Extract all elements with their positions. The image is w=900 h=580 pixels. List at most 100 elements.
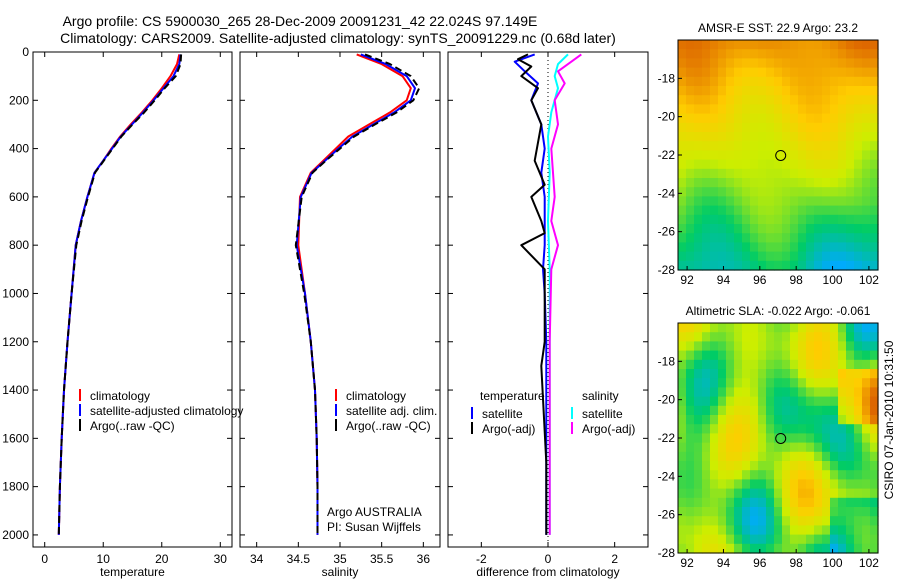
sst_map-cell xyxy=(846,40,855,50)
salinity-xtick-label: 34 xyxy=(250,552,264,566)
sla_map-cell xyxy=(774,470,783,480)
sla_map-cell xyxy=(750,470,759,480)
sla_map-cell xyxy=(686,387,695,398)
sst_map-cell xyxy=(710,141,719,151)
sla_map-cell xyxy=(806,378,815,388)
difference-legend-label: satellite xyxy=(582,407,623,421)
sst_map-cell xyxy=(758,187,767,197)
sla_map-cell xyxy=(838,387,847,398)
sla_map-cell xyxy=(790,424,799,434)
sla_map-cell xyxy=(718,341,727,352)
sst_map-cell xyxy=(798,159,807,170)
sla_map-cell xyxy=(854,405,863,416)
sla_map-cell xyxy=(782,323,791,333)
sla_map-cell xyxy=(846,378,855,388)
sla_map-cell xyxy=(838,479,847,490)
sst_map-cell xyxy=(742,260,751,271)
sst_map-cell xyxy=(750,196,759,207)
sst_map-cell xyxy=(742,159,751,170)
sst_map-cell xyxy=(718,132,727,142)
sla_map-cell xyxy=(702,359,711,370)
sla_map-cell xyxy=(870,442,879,453)
difference-series-3 xyxy=(548,53,582,535)
sst_map-cell xyxy=(870,58,879,69)
sst_map-cell xyxy=(710,150,719,161)
sst_map-cell xyxy=(702,49,711,59)
sst_map-cell xyxy=(694,150,703,161)
sla_map-cell xyxy=(838,516,847,526)
sla_map-cell xyxy=(750,332,759,342)
sst_map-cell xyxy=(854,260,863,271)
sst_map-cell xyxy=(854,224,863,234)
temperature-series-1 xyxy=(57,54,182,535)
sst_map-cell xyxy=(742,67,751,78)
sst_map-cell xyxy=(814,242,823,253)
sla_map-xtick-label: 92 xyxy=(680,556,694,570)
temperature-xlabel: temperature xyxy=(100,565,165,579)
sst_map-cell xyxy=(766,260,775,271)
sla_map-cell xyxy=(678,433,687,444)
sst_map-cell xyxy=(862,141,871,151)
sla_map-cell xyxy=(678,470,687,480)
sla_map-cell xyxy=(758,507,767,517)
sst_map-cell xyxy=(830,40,839,50)
sst_map-cell xyxy=(710,95,719,105)
sla_map-cell xyxy=(678,359,687,370)
sst_map-cell xyxy=(694,224,703,234)
sst_map-cell xyxy=(854,76,863,87)
sst_map-cell xyxy=(846,159,855,170)
sla_map-cell xyxy=(742,516,751,526)
sst_map-cell xyxy=(846,141,855,151)
sst_map-cell xyxy=(838,224,847,234)
sst_map-cell xyxy=(790,196,799,207)
sst_map-cell xyxy=(758,205,767,216)
sla_map-cell xyxy=(702,525,711,536)
sla_map-cell xyxy=(870,497,879,508)
sst_map-cell xyxy=(710,104,719,115)
sla_map-cell xyxy=(790,470,799,480)
sst_map-cell xyxy=(766,104,775,115)
sla_map-cell xyxy=(742,461,751,471)
sst_map-cell xyxy=(702,260,711,271)
sst_map-cell xyxy=(814,141,823,151)
sla_map-cell xyxy=(838,323,847,333)
temperature-legend-label: Argo(..raw -QC) xyxy=(90,419,175,433)
sla_map-cell xyxy=(870,433,879,444)
sst_map-cell xyxy=(718,187,727,197)
sst_map-cell xyxy=(862,196,871,207)
sst_map-cell xyxy=(766,214,775,225)
sst_map-cell xyxy=(806,242,815,253)
sst_map-cell xyxy=(846,86,855,96)
sla_map-cell xyxy=(846,516,855,526)
sst_map-cell xyxy=(838,49,847,59)
sla_map-cell xyxy=(846,543,855,554)
sst_map-cell xyxy=(742,242,751,253)
sst_map-cell xyxy=(846,67,855,78)
sst_map-cell xyxy=(814,178,823,188)
sst_map-cell xyxy=(806,187,815,197)
sla_map-cell xyxy=(814,525,823,536)
sst_map-cell xyxy=(870,178,879,188)
sst_map-cell xyxy=(846,187,855,197)
salinity-legend-label: satellite adj. clim. xyxy=(346,404,437,418)
sla_map-cell xyxy=(838,359,847,370)
sst_map-cell xyxy=(710,260,719,271)
sla_map-cell xyxy=(726,470,735,480)
sst_map-cell xyxy=(830,260,839,271)
sst_map-ytick-label: -26 xyxy=(658,225,676,239)
sst_map-cell xyxy=(870,132,879,142)
sst_map-cell xyxy=(822,178,831,188)
sst_map-cell xyxy=(822,224,831,234)
sst_map-cell xyxy=(814,67,823,78)
sst_map-cell xyxy=(830,95,839,105)
sst_map-cell xyxy=(798,132,807,142)
sst_map-cell xyxy=(846,113,855,124)
sla_map-cell xyxy=(702,323,711,333)
salinity-legend-label: climatology xyxy=(346,389,406,403)
sla_map-cell xyxy=(806,507,815,517)
sst_map-cell xyxy=(734,132,743,142)
sla_map-cell xyxy=(718,323,727,333)
sst_map-cell xyxy=(806,260,815,271)
sla_map-cell xyxy=(758,332,767,342)
sla_map-cell xyxy=(758,378,767,388)
